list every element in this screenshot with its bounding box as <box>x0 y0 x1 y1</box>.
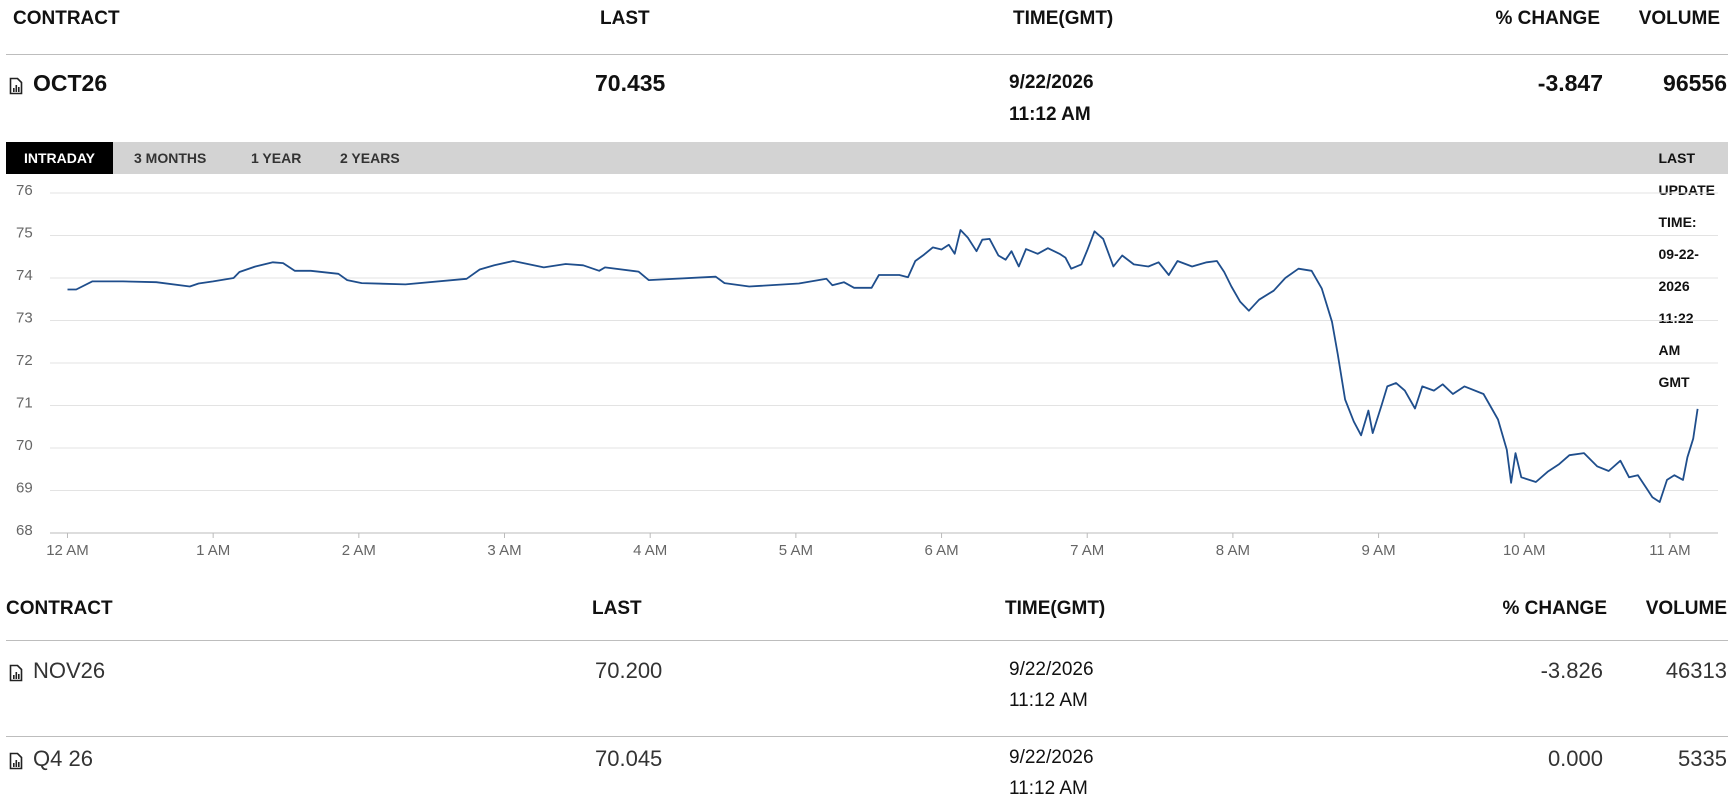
column-header: CONTRACT <box>13 8 120 29</box>
chart: 68 69 70 71 72 73 74 75 76 12 AM 1 AM 2 AM 3 AM 4 AM 5… <box>16 182 1718 559</box>
column-header: % CHANGE <box>1495 8 1600 29</box>
chart-icon[interactable] <box>9 752 23 770</box>
divider <box>6 736 1728 737</box>
time-clock: 11:12 AM <box>1009 690 1088 711</box>
x-tick-label: 5 AM <box>779 542 813 559</box>
x-tick-label: 4 AM <box>633 542 667 559</box>
tab[interactable]: INTRADAY <box>6 142 113 174</box>
column-header: VOLUME <box>1645 598 1727 619</box>
column-header: TIME(GMT) <box>1013 8 1114 29</box>
divider <box>6 640 1728 641</box>
last-price: 70.200 <box>595 658 663 683</box>
tab[interactable]: 1 YEAR <box>251 150 302 166</box>
y-tick-label: 69 <box>16 479 33 496</box>
tab[interactable]: 3 MONTHS <box>134 150 207 166</box>
column-header: LAST <box>592 598 642 619</box>
y-tick-label: 76 <box>16 182 33 199</box>
percent-change: 0.000 <box>1547 746 1603 771</box>
time-date: 9/22/2026 <box>1009 747 1094 768</box>
y-tick-label: 70 <box>16 437 33 454</box>
tab[interactable]: 2 YEARS <box>340 150 400 166</box>
time-clock: 11:12 AM <box>1009 778 1088 799</box>
price-line <box>67 229 1699 503</box>
y-tick-label: 75 <box>16 224 33 241</box>
column-header: VOLUME <box>1638 8 1720 29</box>
column-header: LAST <box>600 8 650 29</box>
column-header: % CHANGE <box>1502 598 1607 619</box>
time-date: 9/22/2026 <box>1009 72 1094 93</box>
y-tick-label: 73 <box>16 309 33 326</box>
volume: 96556 <box>1663 70 1727 96</box>
y-tick-label: 68 <box>16 522 33 539</box>
percent-change: -3.847 <box>1537 70 1603 96</box>
last-price: 70.045 <box>595 746 663 771</box>
last-price: 70.435 <box>595 70 666 96</box>
x-tick-label: 12 AM <box>46 542 89 559</box>
divider <box>6 54 1728 55</box>
column-header: TIME(GMT) <box>1005 598 1106 619</box>
chart-icon[interactable] <box>9 77 23 95</box>
x-tick-label: 1 AM <box>196 542 230 559</box>
x-tick-label: 10 AM <box>1503 542 1546 559</box>
volume: 5335 <box>1678 746 1727 771</box>
percent-change: -3.826 <box>1540 658 1603 683</box>
x-tick-label: 3 AM <box>487 542 521 559</box>
chart-icon[interactable] <box>9 664 23 682</box>
column-header: CONTRACT <box>6 598 113 619</box>
x-tick-label: 11 AM <box>1649 542 1690 559</box>
last-update: LAST UPDATE TIME: 09-22-2026 11:22 AM GM… <box>1658 150 1716 390</box>
x-tick-label: 7 AM <box>1070 542 1104 559</box>
x-tick-label: 8 AM <box>1216 542 1250 559</box>
time-clock: 11:12 AM <box>1009 104 1091 125</box>
time-date: 9/22/2026 <box>1009 659 1094 680</box>
volume: 46313 <box>1665 658 1727 683</box>
x-tick-label: 9 AM <box>1361 542 1395 559</box>
x-tick-label: 2 AM <box>342 542 376 559</box>
y-tick-label: 71 <box>16 394 33 411</box>
x-tick-label: 6 AM <box>924 542 958 559</box>
contract-name[interactable]: OCT26 <box>33 70 108 96</box>
tab-bar: INTRADAY 3 MONTHS 1 YEAR 2 YEARS LAST UPDATE… <box>6 142 1728 390</box>
y-tick-label: 72 <box>16 352 33 369</box>
contract-name[interactable]: Q4 26 <box>33 746 93 771</box>
contract-name[interactable]: NOV26 <box>33 658 106 683</box>
y-tick-label: 74 <box>16 267 33 284</box>
